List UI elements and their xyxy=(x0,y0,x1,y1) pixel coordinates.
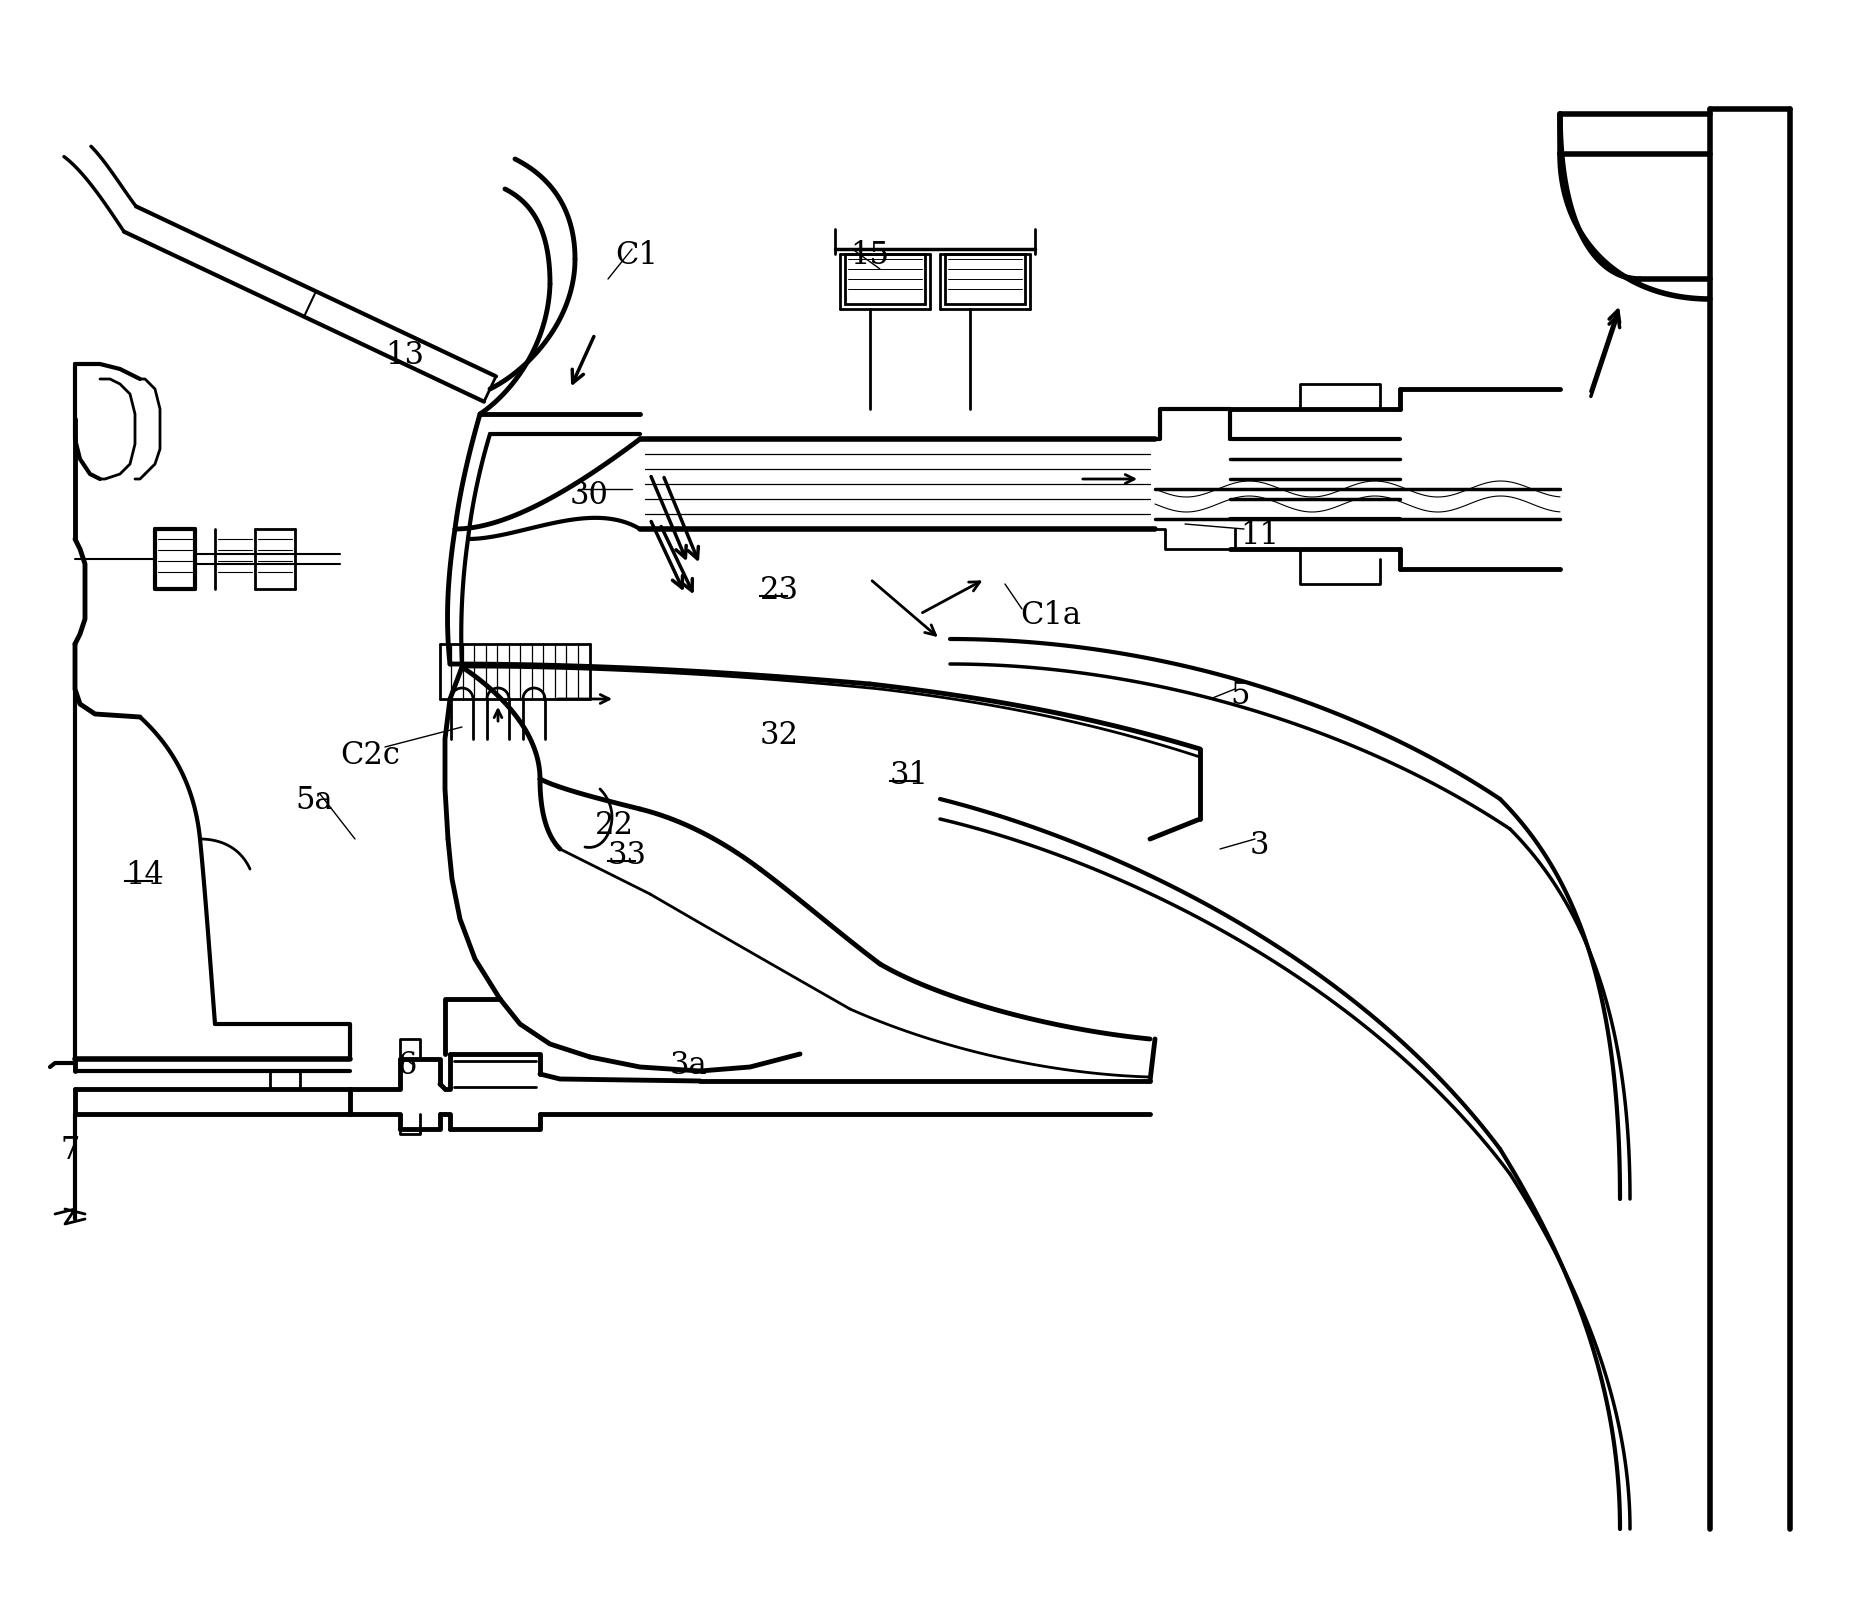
Text: 22: 22 xyxy=(595,810,634,840)
Text: 32: 32 xyxy=(760,720,799,750)
Text: 31: 31 xyxy=(890,760,929,791)
Text: C2c: C2c xyxy=(339,739,400,770)
Text: 5: 5 xyxy=(1229,680,1250,710)
Text: 14: 14 xyxy=(124,860,163,890)
Bar xyxy=(946,256,1025,305)
Bar xyxy=(271,1072,300,1090)
Text: 6: 6 xyxy=(399,1049,417,1080)
Text: 13: 13 xyxy=(386,339,425,371)
Text: 3: 3 xyxy=(1250,829,1270,860)
Text: 5a: 5a xyxy=(295,784,332,815)
Text: C1: C1 xyxy=(616,239,658,272)
Text: 3a: 3a xyxy=(669,1049,708,1080)
Text: 7: 7 xyxy=(59,1135,80,1165)
Text: 15: 15 xyxy=(849,239,890,272)
Text: C1a: C1a xyxy=(1020,599,1081,630)
Text: 33: 33 xyxy=(608,839,647,871)
Text: 23: 23 xyxy=(760,575,799,606)
Bar xyxy=(845,256,925,305)
Text: 30: 30 xyxy=(569,480,608,511)
Text: 11: 11 xyxy=(1240,519,1279,551)
